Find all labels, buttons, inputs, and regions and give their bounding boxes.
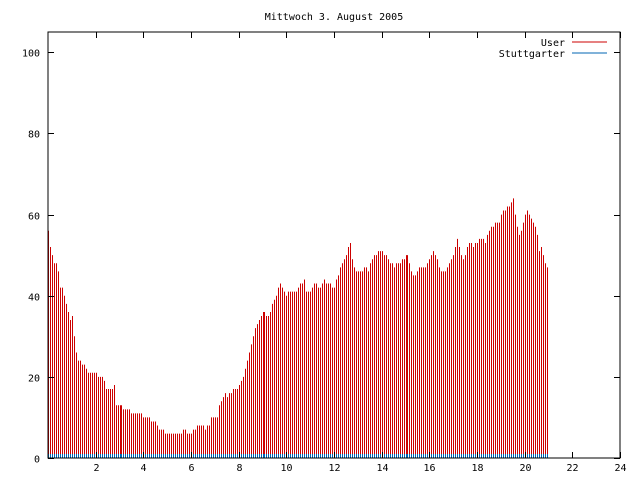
x-tick-label: 10 <box>280 463 292 474</box>
y-tick-label: 0 <box>34 455 40 466</box>
x-tick-label: 16 <box>423 463 435 474</box>
y-tick-label: 40 <box>28 293 40 304</box>
series-stuttgarter-bars <box>48 453 548 458</box>
x-tick-label: 12 <box>328 463 340 474</box>
x-tick-label: 4 <box>140 463 146 474</box>
x-tick-label: 2 <box>93 463 99 474</box>
x-tick-label: 20 <box>519 463 531 474</box>
chart-title: Mittwoch 3. August 2005 <box>265 12 403 23</box>
x-tick-label: 24 <box>614 463 626 474</box>
x-tick-label: 6 <box>188 463 194 474</box>
x-tick-label: 18 <box>471 463 483 474</box>
legend-label-stuttgarter: Stuttgarter <box>499 49 565 60</box>
y-axis-ticks: 0 20 40 60 80 100 <box>22 49 620 466</box>
x-axis-ticks: 2 4 6 8 10 12 14 16 18 20 22 24 <box>93 32 627 474</box>
y-tick-label: 20 <box>28 374 40 385</box>
series-user-bars <box>48 198 548 458</box>
y-tick-label: 100 <box>22 49 40 60</box>
legend-label-user: User <box>541 38 565 49</box>
x-tick-label: 14 <box>376 463 388 474</box>
x-tick-label: 8 <box>236 463 242 474</box>
legend: User Stuttgarter <box>499 38 607 60</box>
y-tick-label: 60 <box>28 212 40 223</box>
y-tick-label: 80 <box>28 130 40 141</box>
x-tick-label: 22 <box>566 463 578 474</box>
